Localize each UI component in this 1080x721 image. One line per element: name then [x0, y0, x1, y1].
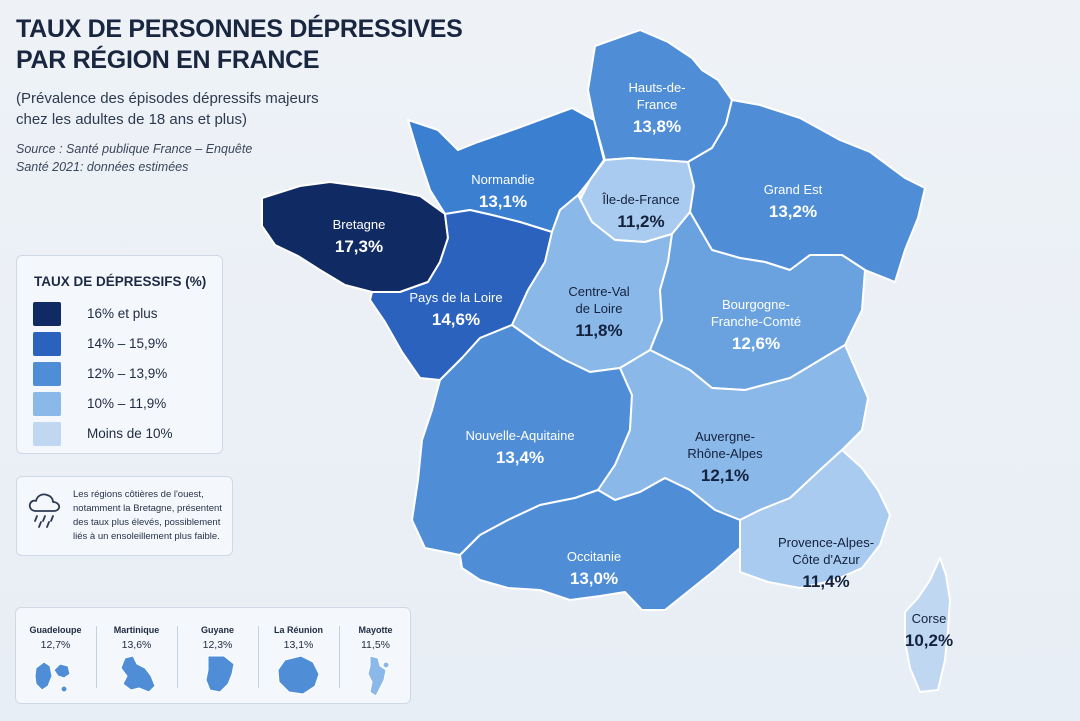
- region-name-label: de Loire: [576, 301, 623, 316]
- region-name-label: Auvergne-: [695, 429, 755, 444]
- guyane-shape: [205, 655, 235, 693]
- region-name-label: Nouvelle-Aquitaine: [465, 428, 574, 443]
- overseas-name: Guyane: [200, 625, 234, 635]
- region-value-label: 11,8%: [575, 321, 622, 340]
- legend-item: Moins de 10%: [33, 422, 213, 446]
- region-value-label: 13,8%: [633, 117, 681, 136]
- legend-label: Moins de 10%: [87, 426, 173, 441]
- region-corse[interactable]: [904, 557, 951, 693]
- guadeloupe-shape: [34, 661, 71, 693]
- region-name-label: Côte d'Azur: [792, 552, 860, 567]
- legend-label: 12% – 13,9%: [87, 366, 168, 381]
- overseas-name: La Réunion: [274, 625, 323, 635]
- region-value-label: 14,6%: [432, 310, 480, 329]
- overseas-value: 13,6%: [121, 639, 152, 651]
- region-name-label: France: [637, 97, 677, 112]
- legend-item: 16% et plus: [33, 302, 213, 326]
- overseas-divider: [339, 626, 340, 688]
- page-title: TAUX DE PERSONNES DÉPRESSIVES PAR RÉGION…: [16, 15, 463, 74]
- legend-item: 10% – 11,9%: [33, 392, 213, 416]
- la-reunion-shape: [277, 655, 320, 695]
- region-name-label: Pays de la Loire: [409, 290, 502, 305]
- region-name-label: Rhône-Alpes: [687, 446, 763, 461]
- overseas-value: 11,5%: [361, 639, 390, 651]
- overseas-martinique[interactable]: Martinique 13,6%: [97, 608, 176, 703]
- overseas-name: Guadeloupe: [29, 625, 82, 635]
- overseas-guyane[interactable]: Guyane 12,3%: [178, 608, 257, 703]
- legend-swatch: [33, 422, 61, 446]
- region-hauts-de-france[interactable]: [587, 29, 733, 163]
- page-subtitle: (Prévalence des épisodes dépressifs maje…: [16, 90, 319, 128]
- region-name-label: Occitanie: [567, 549, 621, 564]
- region-value-label: 10,2%: [905, 631, 953, 650]
- legend-panel: TAUX DE DÉPRESSIFS (%) 16% et plus 14% –…: [16, 255, 223, 454]
- region-value-label: 12,6%: [732, 334, 780, 353]
- info-note: Les régions côtières de l'ouest, notamme…: [16, 476, 233, 556]
- region-name-label: Hauts-de-: [628, 80, 685, 95]
- legend-swatch: [33, 302, 61, 326]
- legend-swatch: [33, 362, 61, 386]
- region-name-label: Centre-Val: [568, 284, 629, 299]
- legend-label: 14% – 15,9%: [87, 336, 168, 351]
- overseas-value: 13,1%: [283, 639, 314, 651]
- region-name-label: Grand Est: [764, 182, 823, 197]
- legend-label: 16% et plus: [87, 306, 158, 321]
- region-value-label: 13,1%: [479, 192, 527, 211]
- martinique-shape: [120, 655, 156, 693]
- overseas-divider: [258, 626, 259, 688]
- region-paca[interactable]: [739, 449, 891, 589]
- source-note: Source : Santé publique France – Enquête…: [16, 142, 253, 174]
- region-name-label: Bourgogne-: [722, 297, 790, 312]
- region-value-label: 12,1%: [701, 466, 749, 485]
- legend-swatch: [33, 332, 61, 356]
- overseas-la-reunion[interactable]: La Réunion 13,1%: [259, 608, 338, 703]
- region-name-label: Provence-Alpes-: [778, 535, 874, 550]
- legend-item: 12% – 13,9%: [33, 362, 213, 386]
- region-value-label: 13,0%: [570, 569, 618, 588]
- region-name-label: Île-de-France: [601, 192, 679, 207]
- region-name-label: Corse: [912, 611, 947, 626]
- overseas-value: 12,7%: [40, 639, 71, 651]
- legend-label: 10% – 11,9%: [87, 396, 167, 411]
- region-name-label: Normandie: [471, 172, 535, 187]
- overseas-name: Mayotte: [358, 625, 393, 635]
- overseas-divider: [96, 626, 97, 688]
- overseas-divider: [177, 626, 178, 688]
- region-name-label: Franche-Comté: [711, 314, 801, 329]
- legend-item: 14% – 15,9%: [33, 332, 213, 356]
- region-name-label: Bretagne: [333, 217, 386, 232]
- region-value-label: 11,4%: [802, 572, 849, 591]
- note-text: Les régions côtières de l'ouest, notamme…: [73, 489, 222, 542]
- overseas-panel: Guadeloupe 12,7% Martinique 13,6% Guyane…: [15, 607, 411, 704]
- mayotte-shape: [367, 655, 390, 697]
- region-value-label: 13,2%: [769, 202, 817, 221]
- legend-swatch: [33, 392, 61, 416]
- region-value-label: 11,2%: [617, 212, 664, 231]
- region-value-label: 13,4%: [496, 448, 544, 467]
- overseas-name: Martinique: [113, 625, 160, 635]
- region-value-label: 17,3%: [335, 237, 383, 256]
- overseas-guadeloupe[interactable]: Guadeloupe 12,7%: [16, 608, 95, 703]
- overseas-mayotte[interactable]: Mayotte 11,5%: [340, 608, 411, 703]
- overseas-value: 12,3%: [202, 639, 233, 651]
- rain-cloud-icon: [28, 493, 61, 528]
- legend-title: TAUX DE DÉPRESSIFS (%): [34, 274, 207, 289]
